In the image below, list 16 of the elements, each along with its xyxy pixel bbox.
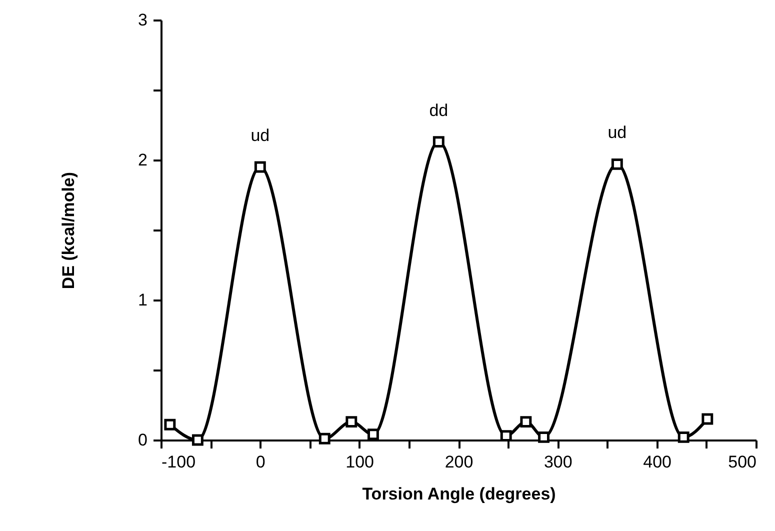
x-tick-label: 0 [256,452,266,472]
x-axis-title: Torsion Angle (degrees) [362,484,556,504]
y-tick-label: 1 [138,290,148,310]
x-tick-label: 100 [346,452,374,472]
y-tick-label: 2 [138,150,148,170]
annotation: ud [608,123,627,142]
y-tick-label: 0 [138,430,148,450]
x-tick-label: -100 [162,452,196,472]
y-tick-label: 3 [138,10,148,30]
x-tick-label: 200 [444,452,474,472]
annotation: dd [429,100,448,120]
x-tick-label: 500 [728,452,756,472]
x-tick-label: 400 [643,452,672,472]
annotation: ud [250,126,270,145]
x-tick-label: 300 [544,452,572,472]
y-axis-title: DE (kcal/mole) [59,172,78,290]
